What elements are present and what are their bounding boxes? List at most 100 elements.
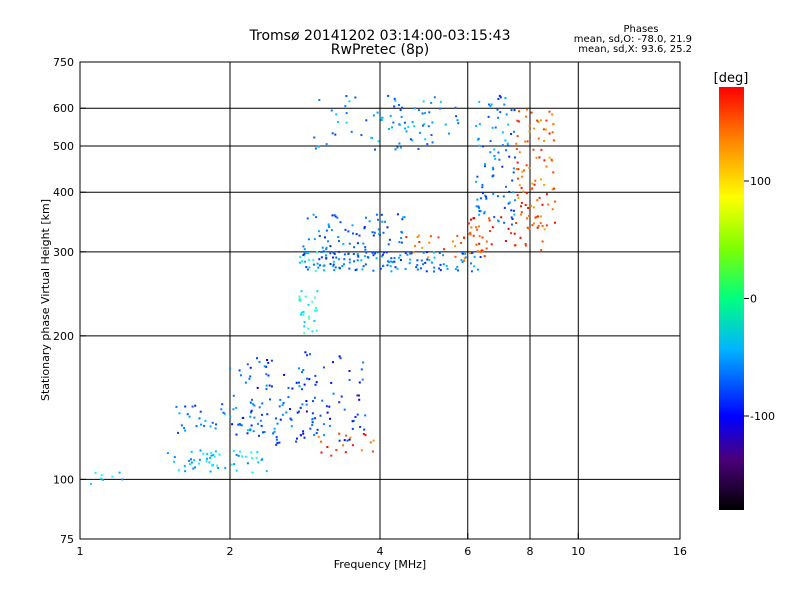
data-point [510, 209, 513, 212]
data-point [249, 415, 252, 418]
data-point [342, 243, 345, 246]
data-point [418, 131, 421, 134]
data-point [338, 401, 341, 404]
data-point [400, 237, 403, 239]
data-point [307, 303, 310, 306]
data-point [311, 300, 314, 303]
data-point [363, 226, 366, 229]
data-point [472, 234, 475, 237]
data-point [551, 208, 554, 211]
data-point [368, 220, 371, 223]
data-point [506, 144, 509, 147]
data-point [256, 451, 259, 454]
data-point [301, 260, 303, 263]
data-point [301, 388, 303, 391]
data-point [424, 138, 427, 141]
data-point [305, 403, 308, 406]
data-point [379, 233, 381, 236]
data-point [481, 249, 484, 252]
data-point [424, 112, 426, 115]
data-point [315, 381, 318, 384]
data-point [377, 228, 380, 231]
colorbar-tick-label: 100 [750, 175, 771, 188]
data-point [490, 243, 493, 246]
data-point [426, 258, 429, 261]
data-point [355, 268, 358, 271]
data-point [327, 223, 330, 226]
data-point [307, 327, 310, 330]
data-point [543, 183, 546, 186]
data-point [326, 411, 329, 414]
data-point [275, 436, 278, 439]
data-point [454, 245, 457, 248]
data-point [257, 461, 260, 464]
data-point [520, 211, 523, 214]
data-point [183, 465, 186, 467]
data-point [542, 128, 545, 131]
data-point [479, 251, 482, 254]
data-point [408, 262, 411, 265]
data-point [403, 216, 406, 219]
data-point [252, 430, 255, 433]
data-point [515, 222, 518, 224]
data-point [540, 178, 542, 181]
data-point [250, 451, 253, 454]
data-point [442, 263, 445, 266]
data-point [195, 425, 198, 428]
data-point [348, 100, 351, 103]
data-point [355, 233, 358, 236]
data-point [333, 252, 336, 255]
data-point [311, 421, 314, 424]
data-point [351, 224, 354, 227]
data-point [316, 290, 319, 293]
data-point [345, 112, 348, 115]
data-point [400, 230, 403, 233]
data-point [505, 149, 508, 152]
data-point [494, 158, 497, 160]
data-point [386, 226, 389, 229]
data-point [203, 424, 206, 427]
data-point [364, 248, 367, 251]
data-point [296, 437, 298, 440]
y-axis-label: Stationary phase Virtual Height [km] [39, 199, 52, 401]
data-point [433, 96, 436, 99]
data-point [200, 423, 203, 426]
data-point [198, 417, 201, 420]
chart-subtitle: RwPretec (8p) [331, 42, 429, 58]
data-point [325, 246, 328, 249]
data-point [335, 449, 338, 451]
data-point [537, 137, 540, 140]
y-tick-label: 500 [53, 140, 74, 153]
data-point [121, 478, 124, 481]
data-point [388, 127, 390, 130]
data-point [362, 433, 365, 435]
data-point [499, 96, 502, 99]
data-point [256, 357, 258, 360]
data-point [535, 156, 538, 159]
data-point [325, 143, 328, 146]
data-point [352, 253, 355, 255]
data-point [425, 270, 428, 273]
data-point [457, 269, 459, 272]
data-point [522, 190, 525, 193]
data-point [533, 127, 536, 130]
data-point [229, 415, 232, 418]
data-point [416, 264, 419, 266]
data-point [238, 423, 241, 425]
data-point [343, 263, 345, 266]
data-point [217, 467, 220, 469]
data-point [490, 103, 493, 106]
data-point [473, 217, 476, 219]
data-point [526, 140, 529, 143]
data-point [356, 259, 359, 262]
data-point [528, 124, 531, 127]
data-point [520, 186, 523, 189]
data-point [313, 238, 316, 241]
data-point [194, 404, 197, 407]
data-point [361, 378, 364, 381]
data-point [265, 384, 268, 387]
data-point [477, 137, 480, 140]
data-point [329, 417, 331, 420]
data-point [325, 405, 328, 408]
